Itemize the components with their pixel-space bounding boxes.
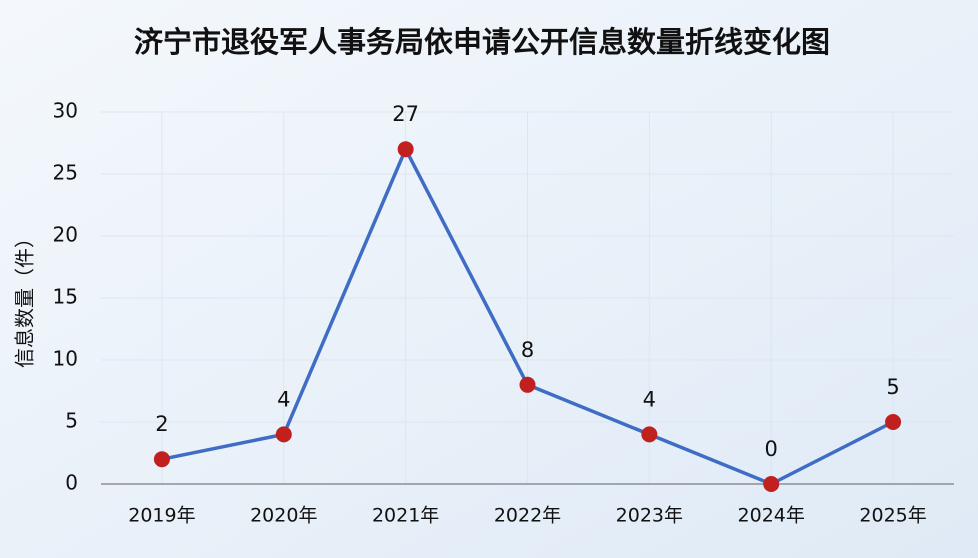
x-tick-label: 2019年 (128, 505, 195, 527)
data-label: 5 (886, 375, 899, 399)
y-axis-label: 信息数量（件） (13, 228, 37, 368)
data-label: 27 (392, 102, 419, 126)
data-label: 2 (155, 412, 168, 436)
y-tick-label: 10 (53, 347, 78, 371)
y-tick-label: 5 (65, 409, 78, 433)
marker (641, 426, 658, 443)
y-tick-label: 0 (65, 471, 78, 495)
data-label: 4 (277, 387, 290, 411)
x-tick-label: 2025年 (859, 505, 926, 527)
x-tick-label: 2020年 (250, 505, 317, 527)
y-tick-label: 20 (53, 223, 78, 247)
y-tick-label: 25 (53, 161, 78, 185)
marker (397, 141, 414, 158)
data-label: 8 (521, 338, 534, 362)
x-tick-label: 2023年 (616, 505, 683, 527)
data-label: 4 (643, 387, 656, 411)
marker (153, 451, 170, 468)
y-tick-label: 30 (53, 99, 78, 123)
y-tick-label: 15 (53, 285, 78, 309)
marker (885, 414, 902, 430)
x-tick-label: 2022年 (494, 505, 561, 527)
chart-title: 济宁市退役军人事务局依申请公开信息数量折线变化图 (134, 25, 830, 59)
x-tick-label: 2021年 (372, 505, 439, 527)
data-label: 0 (765, 437, 778, 461)
marker (763, 476, 780, 492)
x-tick-label: 2024年 (738, 505, 805, 527)
marker (275, 426, 292, 443)
marker (519, 376, 536, 393)
